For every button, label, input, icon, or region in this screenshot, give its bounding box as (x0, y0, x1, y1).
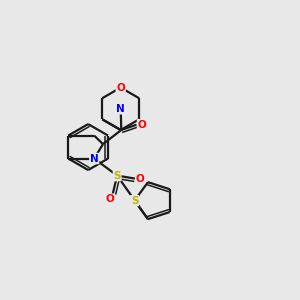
Text: O: O (105, 194, 114, 204)
Text: O: O (136, 174, 145, 184)
Text: N: N (90, 154, 99, 164)
Text: O: O (137, 120, 146, 130)
Text: S: S (131, 196, 138, 206)
Text: N: N (116, 104, 125, 114)
Text: O: O (116, 82, 125, 93)
Text: S: S (113, 171, 121, 181)
